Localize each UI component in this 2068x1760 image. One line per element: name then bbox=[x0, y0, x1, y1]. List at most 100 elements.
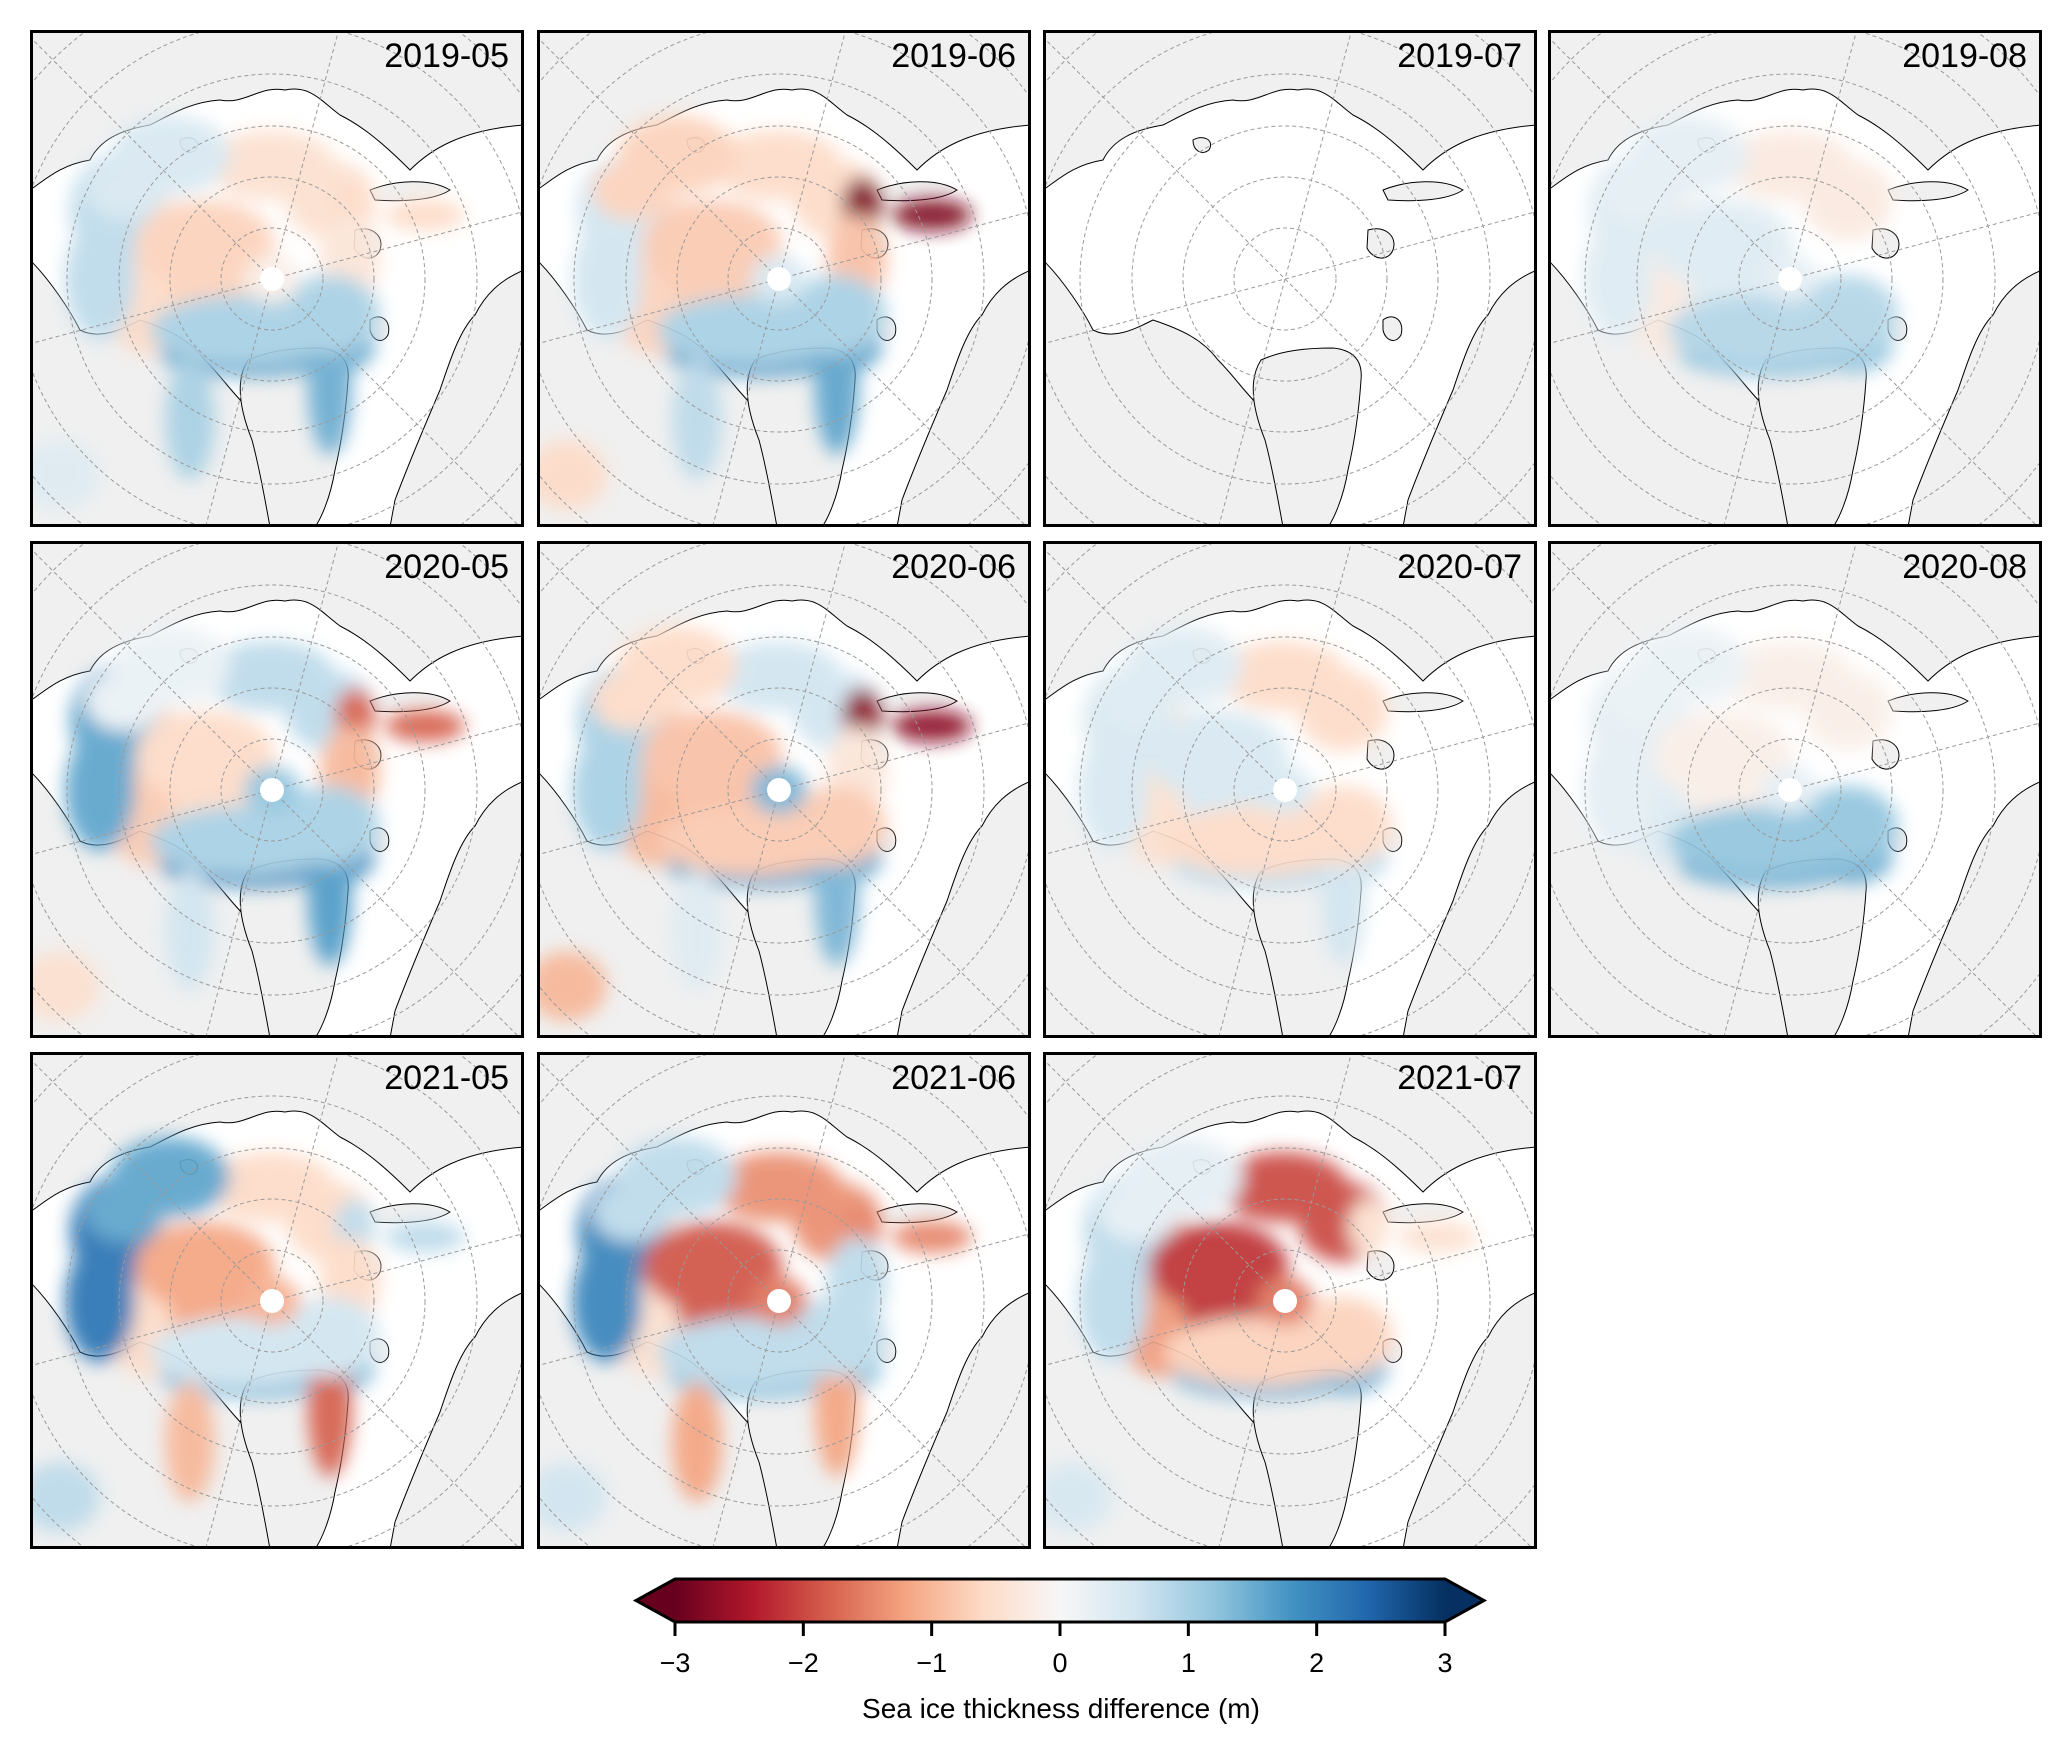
coastline bbox=[876, 1203, 958, 1224]
panel-title: 2021-06 bbox=[891, 1059, 1016, 1097]
field-cell-east_siberian bbox=[1098, 671, 1178, 731]
latitude-circle bbox=[1636, 636, 1944, 944]
field-cell-canada_basin bbox=[1293, 786, 1393, 866]
coastline bbox=[1403, 270, 1534, 524]
polar-map bbox=[540, 33, 1028, 524]
latitude-circle bbox=[676, 687, 882, 893]
coastline bbox=[33, 1055, 521, 1211]
field-cell-kara bbox=[892, 710, 972, 742]
field-cell-chukchi bbox=[65, 1242, 135, 1362]
latitude-circle bbox=[1233, 227, 1337, 331]
colorbar-tick-label: 3 bbox=[1437, 1648, 1453, 1678]
land bbox=[1551, 33, 2039, 524]
colorbar-tick-label: 1 bbox=[1180, 1648, 1196, 1678]
field-cell-hudson bbox=[33, 951, 100, 1021]
field-cell-hudson bbox=[33, 1462, 100, 1532]
map-panel-2019-08: 2019-08 bbox=[1548, 30, 2042, 527]
colorbar-tick-label: −2 bbox=[787, 1648, 819, 1678]
graticule bbox=[33, 33, 521, 524]
field-cell-east_siberian bbox=[592, 671, 672, 731]
coastline bbox=[540, 544, 1028, 700]
latitude-circle bbox=[118, 1147, 426, 1455]
coastline bbox=[1908, 781, 2039, 1035]
latitude-circle bbox=[1131, 1147, 1439, 1455]
coastline bbox=[1403, 1292, 1534, 1546]
field-cell-east_siberian bbox=[592, 1182, 672, 1242]
map-panel-2021-07: 2021-07 bbox=[1043, 1052, 1537, 1549]
coastline bbox=[369, 181, 451, 202]
colorbar-bar bbox=[632, 1577, 1488, 1636]
pole-hole bbox=[767, 267, 791, 291]
polar-map bbox=[1551, 33, 2039, 524]
latitude-circle bbox=[1079, 1095, 1491, 1507]
field-cell-east_siberian bbox=[1603, 160, 1683, 220]
coastline bbox=[390, 270, 521, 524]
latitude-circle bbox=[118, 125, 426, 433]
field-cell-hudson bbox=[540, 1462, 607, 1532]
field-cell-canada_basin bbox=[787, 786, 887, 866]
coastline bbox=[1046, 1055, 1534, 1211]
coastline bbox=[1046, 33, 1534, 189]
latitude-circle bbox=[1738, 227, 1842, 331]
latitude-circle bbox=[573, 584, 985, 996]
field-cell-canada_basin bbox=[1293, 1297, 1393, 1377]
colorbar-tick-label: 0 bbox=[1052, 1648, 1068, 1678]
graticule bbox=[540, 1055, 1028, 1546]
polar-map bbox=[1551, 544, 2039, 1035]
latitude-circle bbox=[1182, 687, 1388, 893]
coastline bbox=[1192, 137, 1211, 153]
map-panel-2019-05: 2019-05 bbox=[30, 30, 524, 527]
polar-map bbox=[1046, 1055, 1534, 1546]
colorbar-tick-label: 2 bbox=[1309, 1648, 1325, 1678]
pole-hole bbox=[1273, 1289, 1297, 1313]
field-cell-laptev bbox=[1803, 671, 1893, 751]
latitude-circle bbox=[625, 125, 933, 433]
field-cell-baffin bbox=[672, 360, 722, 480]
meridian-line bbox=[1046, 39, 1531, 524]
field-cell-kara bbox=[385, 199, 465, 231]
latitude-circle bbox=[727, 1249, 831, 1353]
field-cell-east_siberian bbox=[85, 160, 165, 220]
field-cell-canada_basin bbox=[1798, 786, 1898, 866]
map-panel-2020-07: 2020-07 bbox=[1043, 541, 1537, 1038]
coastline bbox=[1908, 270, 2039, 524]
thickness-field bbox=[540, 1137, 972, 1532]
thickness-field bbox=[1583, 115, 1898, 377]
coastline bbox=[540, 1055, 1028, 1211]
pole-hole bbox=[260, 778, 284, 802]
field-cell-hudson bbox=[33, 440, 100, 510]
panel-title: 2020-06 bbox=[891, 548, 1016, 586]
pole-hole bbox=[260, 267, 284, 291]
latitude-circle bbox=[573, 73, 985, 485]
field-cell-chukchi bbox=[572, 1242, 642, 1362]
map-panel-2020-08: 2020-08 bbox=[1548, 541, 2042, 1038]
latitude-circle bbox=[1687, 176, 1893, 382]
latitude-circle bbox=[1233, 1249, 1337, 1353]
map-panel-2019-07: 2019-07 bbox=[1043, 30, 1537, 527]
latitude-circle bbox=[676, 176, 882, 382]
field-cell-kara bbox=[385, 1221, 465, 1253]
latitude-circle bbox=[1636, 125, 1944, 433]
field-cell-kara bbox=[892, 1221, 972, 1253]
field-cell-chukchi bbox=[572, 731, 642, 851]
polar-map bbox=[33, 1055, 521, 1546]
latitude-circle bbox=[727, 738, 831, 842]
coastline bbox=[897, 270, 1028, 524]
graticule bbox=[1046, 33, 1534, 524]
coastline bbox=[876, 692, 958, 713]
field-cell-east_siberian bbox=[1603, 671, 1683, 731]
colorbar-tick-label: −1 bbox=[916, 1648, 948, 1678]
coastline bbox=[1403, 781, 1534, 1035]
coastline bbox=[33, 33, 521, 189]
latitude-circle bbox=[1131, 125, 1439, 433]
coastline bbox=[1382, 316, 1403, 341]
field-cell-kara bbox=[1348, 1199, 1388, 1255]
latitude-circle bbox=[1131, 636, 1439, 944]
field-cell-chukchi bbox=[65, 220, 135, 340]
latitude-circle bbox=[1584, 73, 1996, 485]
map-panel-2020-05: 2020-05 bbox=[30, 541, 524, 1038]
field-cell-chukchi bbox=[1078, 731, 1148, 851]
panel-title: 2019-05 bbox=[384, 37, 509, 75]
latitude-circle bbox=[1182, 1198, 1388, 1404]
field-cell-hudson bbox=[1046, 1462, 1113, 1532]
